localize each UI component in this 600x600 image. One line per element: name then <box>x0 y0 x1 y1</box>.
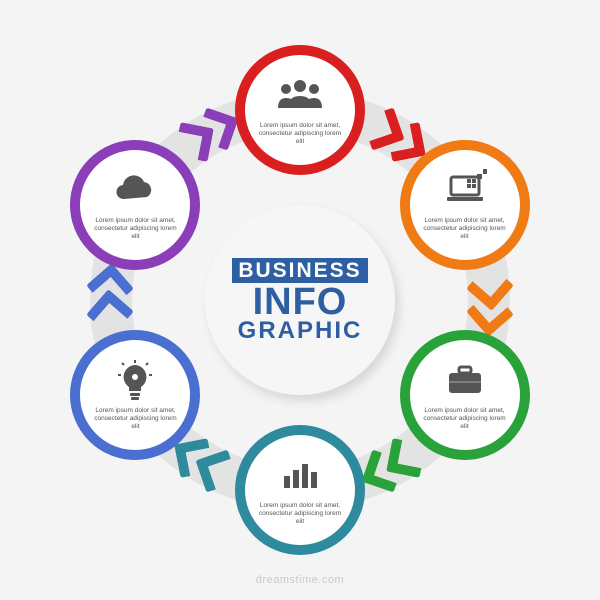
center-title: BUSINESS INFO GRAPHIC <box>232 258 367 341</box>
node-caption-chart: Lorem ipsum dolor sit amet, consectetur … <box>255 502 345 525</box>
laptop-icon <box>443 169 487 213</box>
node-laptop: Lorem ipsum dolor sit amet, consectetur … <box>400 140 530 270</box>
node-caption-bulb: Lorem ipsum dolor sit amet, consectetur … <box>90 407 180 430</box>
lightbulb-icon <box>113 359 157 403</box>
node-caption-laptop: Lorem ipsum dolor sit amet, consectetur … <box>420 217 510 240</box>
node-chart: Lorem ipsum dolor sit amet, consectetur … <box>235 425 365 555</box>
arrow-chevron <box>174 438 214 478</box>
briefcase-icon <box>443 359 487 403</box>
center-line1: BUSINESS <box>232 258 367 283</box>
center-line3: GRAPHIC <box>238 317 363 344</box>
node-caption-briefcase: Lorem ipsum dolor sit amet, consectetur … <box>420 407 510 430</box>
node-bulb: Lorem ipsum dolor sit amet, consectetur … <box>70 330 200 460</box>
watermark-text: dreamstime.com <box>0 574 600 586</box>
barchart-icon <box>278 454 322 498</box>
people-icon <box>278 74 322 118</box>
node-briefcase: Lorem ipsum dolor sit amet, consectetur … <box>400 330 530 460</box>
node-people: Lorem ipsum dolor sit amet, consectetur … <box>235 45 365 175</box>
center-circle: BUSINESS INFO GRAPHIC <box>205 205 395 395</box>
node-cloud: Lorem ipsum dolor sit amet, consectetur … <box>70 140 200 270</box>
cloud-icon <box>113 169 157 213</box>
node-caption-people: Lorem ipsum dolor sit amet, consectetur … <box>255 122 345 145</box>
node-caption-cloud: Lorem ipsum dolor sit amet, consectetur … <box>90 217 180 240</box>
